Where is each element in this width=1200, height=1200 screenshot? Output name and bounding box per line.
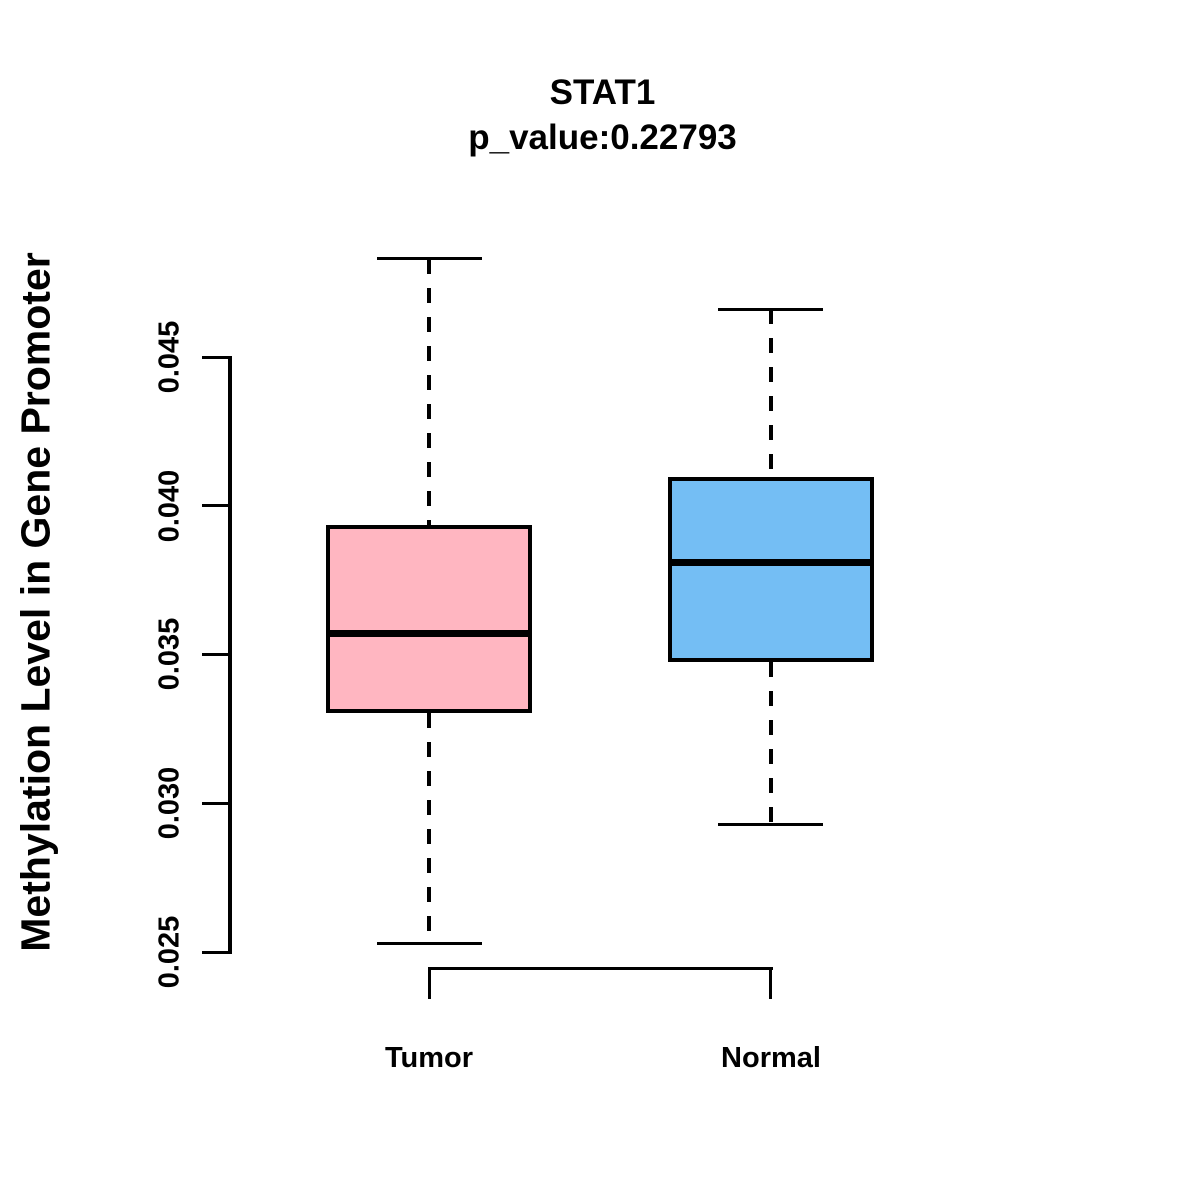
y-axis-tick	[202, 356, 230, 359]
normal-median-line	[668, 559, 874, 566]
tumor-upper-whisker	[427, 259, 431, 525]
normal-upper-whisker-cap	[718, 308, 823, 311]
x-axis-tick-right	[769, 967, 772, 999]
normal-box	[668, 477, 874, 662]
x-axis-tick-left	[428, 967, 431, 999]
y-axis-tick	[202, 802, 230, 805]
y-axis-tick-label: 0.040	[153, 469, 186, 543]
tumor-lower-whisker	[427, 713, 431, 943]
y-axis-line	[228, 356, 232, 954]
y-axis-tick	[202, 951, 230, 954]
y-axis-tick	[202, 504, 230, 507]
y-axis-tick-label: 0.045	[153, 320, 186, 394]
chart-title: STAT1	[549, 73, 656, 112]
tumor-lower-whisker-cap	[377, 942, 482, 945]
tumor-upper-whisker-cap	[377, 257, 482, 260]
x-axis-label-normal: Normal	[721, 1042, 821, 1074]
y-axis-tick-label: 0.030	[153, 766, 186, 840]
y-axis-tick	[202, 653, 230, 656]
normal-upper-whisker	[769, 309, 773, 477]
y-axis-tick-label: 0.035	[153, 617, 186, 691]
tumor-median-line	[326, 630, 532, 637]
x-axis-line	[428, 967, 773, 970]
tumor-box	[326, 525, 532, 713]
normal-lower-whisker-cap	[718, 823, 823, 826]
title-block: STAT1 p_value:0.22793	[230, 70, 975, 160]
chart-subtitle: p_value:0.22793	[468, 118, 737, 157]
normal-lower-whisker	[769, 662, 773, 824]
x-axis-label-tumor: Tumor	[384, 1042, 474, 1074]
y-axis-tick-label: 0.025	[153, 915, 186, 989]
